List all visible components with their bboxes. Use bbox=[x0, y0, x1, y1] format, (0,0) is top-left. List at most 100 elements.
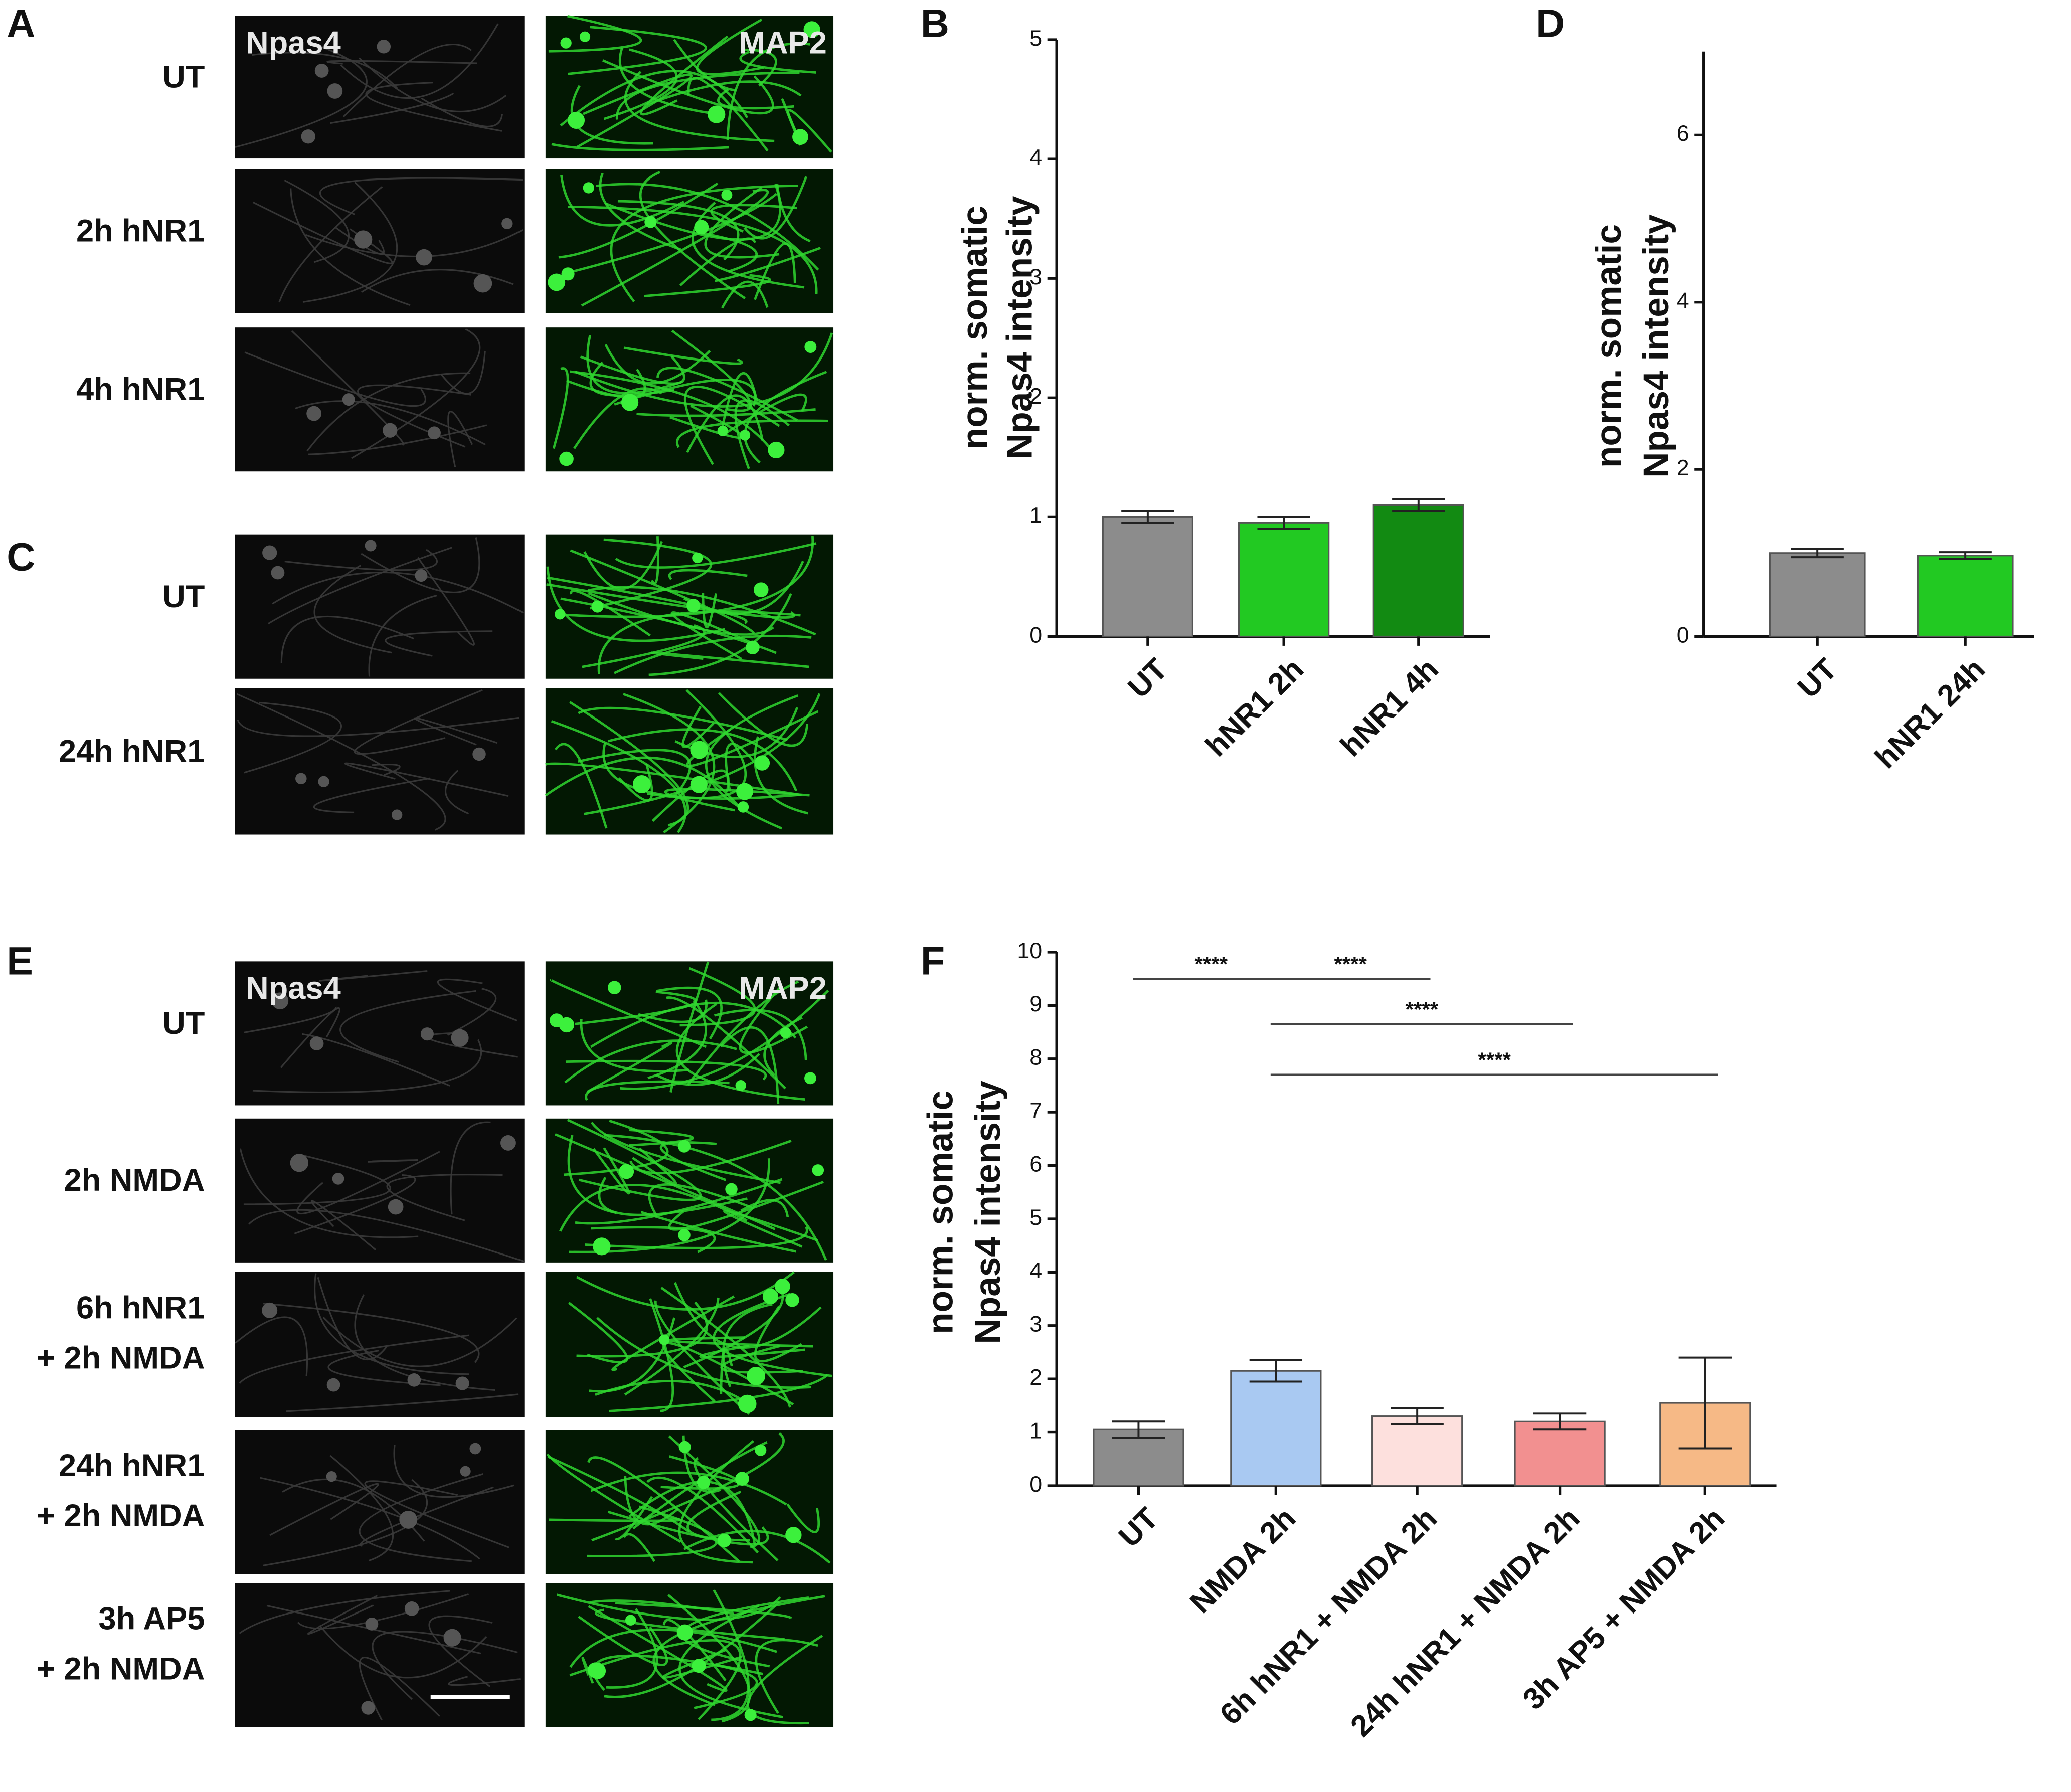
neurite bbox=[607, 1510, 769, 1546]
soma bbox=[690, 776, 708, 793]
y-axis-label: Npas4 intensity bbox=[1637, 214, 1676, 478]
neurite bbox=[580, 355, 685, 385]
neurite bbox=[613, 634, 812, 674]
soma bbox=[736, 783, 754, 800]
neurite bbox=[640, 1211, 796, 1253]
soma bbox=[388, 1199, 404, 1215]
faint-neurite bbox=[237, 716, 519, 737]
row-label: 24h hNR1 bbox=[59, 734, 205, 769]
y-tick-label: 1 bbox=[1029, 503, 1042, 528]
neurite bbox=[647, 689, 747, 800]
neurite bbox=[623, 693, 716, 834]
npas4-image bbox=[235, 1118, 525, 1263]
faint-neurite bbox=[280, 615, 415, 663]
neurite bbox=[545, 756, 740, 808]
neurite bbox=[565, 1059, 767, 1081]
faint-neurite bbox=[322, 1317, 517, 1367]
soma bbox=[735, 1472, 749, 1486]
neurite bbox=[570, 589, 651, 637]
neurite bbox=[787, 109, 832, 153]
soma bbox=[271, 992, 289, 1010]
neurite bbox=[592, 1147, 630, 1195]
significance-label: **** bbox=[1406, 997, 1439, 1021]
faint-neurite bbox=[284, 549, 438, 571]
neurite bbox=[726, 42, 810, 140]
panel-letter: B bbox=[921, 1, 949, 46]
map2-image bbox=[545, 1583, 834, 1727]
faint-neurite bbox=[252, 52, 398, 89]
faint-neurite bbox=[335, 227, 385, 255]
neurite bbox=[696, 18, 764, 76]
y-tick-label: 7 bbox=[1029, 1098, 1042, 1123]
significance-label: **** bbox=[1478, 1048, 1511, 1071]
neurite bbox=[568, 26, 707, 75]
faint-neurite bbox=[306, 372, 471, 452]
neurite bbox=[576, 1301, 708, 1358]
soma bbox=[803, 21, 820, 38]
faint-neurite bbox=[310, 1200, 377, 1250]
soma bbox=[632, 775, 651, 793]
faint-neurite bbox=[450, 1121, 491, 1215]
neurite bbox=[776, 184, 811, 243]
soma bbox=[678, 1441, 691, 1453]
faint-neurite bbox=[248, 1209, 525, 1263]
y-tick-label: 9 bbox=[1029, 991, 1042, 1016]
neurite bbox=[591, 1432, 785, 1542]
faint-neurite bbox=[244, 1006, 337, 1033]
neurite bbox=[568, 205, 818, 294]
faint-neurite bbox=[372, 764, 401, 776]
neurite bbox=[743, 48, 777, 87]
y-tick-label: 4 bbox=[1029, 1258, 1042, 1283]
neurite bbox=[692, 201, 805, 289]
y-tick-label: 0 bbox=[1029, 1472, 1042, 1497]
neurite bbox=[596, 1317, 811, 1389]
neurite bbox=[646, 80, 802, 106]
soma bbox=[690, 741, 709, 759]
neurite bbox=[550, 978, 707, 1048]
faint-neurite bbox=[340, 23, 499, 99]
soma bbox=[391, 809, 403, 820]
faint-neurite bbox=[448, 1676, 521, 1686]
soma bbox=[271, 566, 285, 580]
neurite bbox=[620, 989, 829, 1090]
channel-label: MAP2 bbox=[739, 25, 827, 60]
neurite bbox=[560, 70, 749, 127]
y-tick-label: 6 bbox=[1677, 121, 1689, 146]
neurite bbox=[723, 1209, 818, 1248]
row-label: 2h hNR1 bbox=[76, 214, 205, 249]
faint-neurite bbox=[297, 1593, 469, 1630]
neurite bbox=[588, 592, 774, 636]
row-label: 3h AP5 bbox=[98, 1601, 205, 1637]
faint-neurite bbox=[314, 1273, 469, 1375]
soma bbox=[785, 1293, 799, 1307]
soma bbox=[625, 1615, 636, 1626]
faint-neurite bbox=[327, 1349, 441, 1386]
soma bbox=[383, 423, 398, 438]
soma bbox=[327, 83, 343, 99]
row-label: + 2h NMDA bbox=[37, 1498, 205, 1533]
soma bbox=[583, 182, 594, 194]
soma bbox=[365, 1618, 379, 1631]
bar bbox=[1238, 522, 1330, 638]
soma bbox=[555, 609, 566, 620]
soma bbox=[262, 545, 277, 560]
neurite bbox=[564, 1039, 737, 1084]
neurite bbox=[590, 1122, 781, 1184]
faint-neurite bbox=[447, 988, 497, 1036]
neurite bbox=[624, 71, 775, 142]
soma bbox=[754, 755, 770, 771]
soma bbox=[500, 1135, 516, 1151]
soma bbox=[739, 430, 751, 441]
neurite bbox=[610, 185, 798, 302]
faint-neurite bbox=[252, 1039, 482, 1094]
neurite bbox=[615, 542, 817, 569]
neurite bbox=[650, 651, 809, 668]
neurite bbox=[629, 1129, 694, 1147]
bar bbox=[1093, 1428, 1184, 1487]
neurite bbox=[590, 1001, 797, 1048]
neurite bbox=[755, 1639, 818, 1714]
neurite bbox=[676, 419, 828, 448]
soma bbox=[404, 1601, 419, 1616]
soma bbox=[708, 105, 726, 123]
soma bbox=[717, 1533, 731, 1547]
